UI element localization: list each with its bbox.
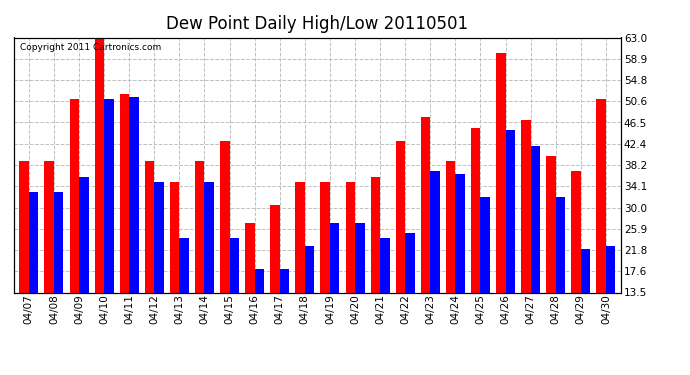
Bar xyxy=(431,171,440,362)
Bar xyxy=(395,141,405,362)
Bar xyxy=(320,182,330,362)
Bar xyxy=(230,238,239,362)
Text: Dew Point Daily High/Low 20110501: Dew Point Daily High/Low 20110501 xyxy=(166,15,469,33)
Bar xyxy=(44,161,54,362)
Bar xyxy=(170,182,179,362)
Bar xyxy=(571,171,581,362)
Bar xyxy=(355,223,364,362)
Bar xyxy=(119,94,129,362)
Bar xyxy=(29,192,39,362)
Bar xyxy=(380,238,390,362)
Bar xyxy=(496,53,506,362)
Bar xyxy=(220,141,230,362)
Bar xyxy=(179,238,189,362)
Bar xyxy=(606,246,615,362)
Bar xyxy=(480,197,490,362)
Bar xyxy=(531,146,540,362)
Bar xyxy=(346,182,355,362)
Bar xyxy=(19,161,29,362)
Bar xyxy=(70,99,79,362)
Bar xyxy=(95,38,104,362)
Bar xyxy=(155,182,164,362)
Bar xyxy=(421,117,431,362)
Bar xyxy=(371,177,380,362)
Bar xyxy=(204,182,214,362)
Bar xyxy=(79,177,88,362)
Bar xyxy=(279,269,289,362)
Bar xyxy=(555,197,565,362)
Bar xyxy=(245,223,255,362)
Bar xyxy=(195,161,204,362)
Bar xyxy=(54,192,63,362)
Bar xyxy=(295,182,305,362)
Bar xyxy=(455,174,465,362)
Bar xyxy=(305,246,315,362)
Bar xyxy=(330,223,339,362)
Bar xyxy=(145,161,155,362)
Bar xyxy=(446,161,455,362)
Bar xyxy=(521,120,531,362)
Bar xyxy=(581,249,591,362)
Text: Copyright 2011 Cartronics.com: Copyright 2011 Cartronics.com xyxy=(20,43,161,52)
Bar xyxy=(104,99,114,362)
Bar xyxy=(270,205,279,362)
Bar xyxy=(506,130,515,362)
Bar xyxy=(405,233,415,362)
Bar xyxy=(546,156,555,362)
Bar xyxy=(596,99,606,362)
Bar xyxy=(255,269,264,362)
Bar xyxy=(129,97,139,362)
Bar xyxy=(471,128,480,362)
